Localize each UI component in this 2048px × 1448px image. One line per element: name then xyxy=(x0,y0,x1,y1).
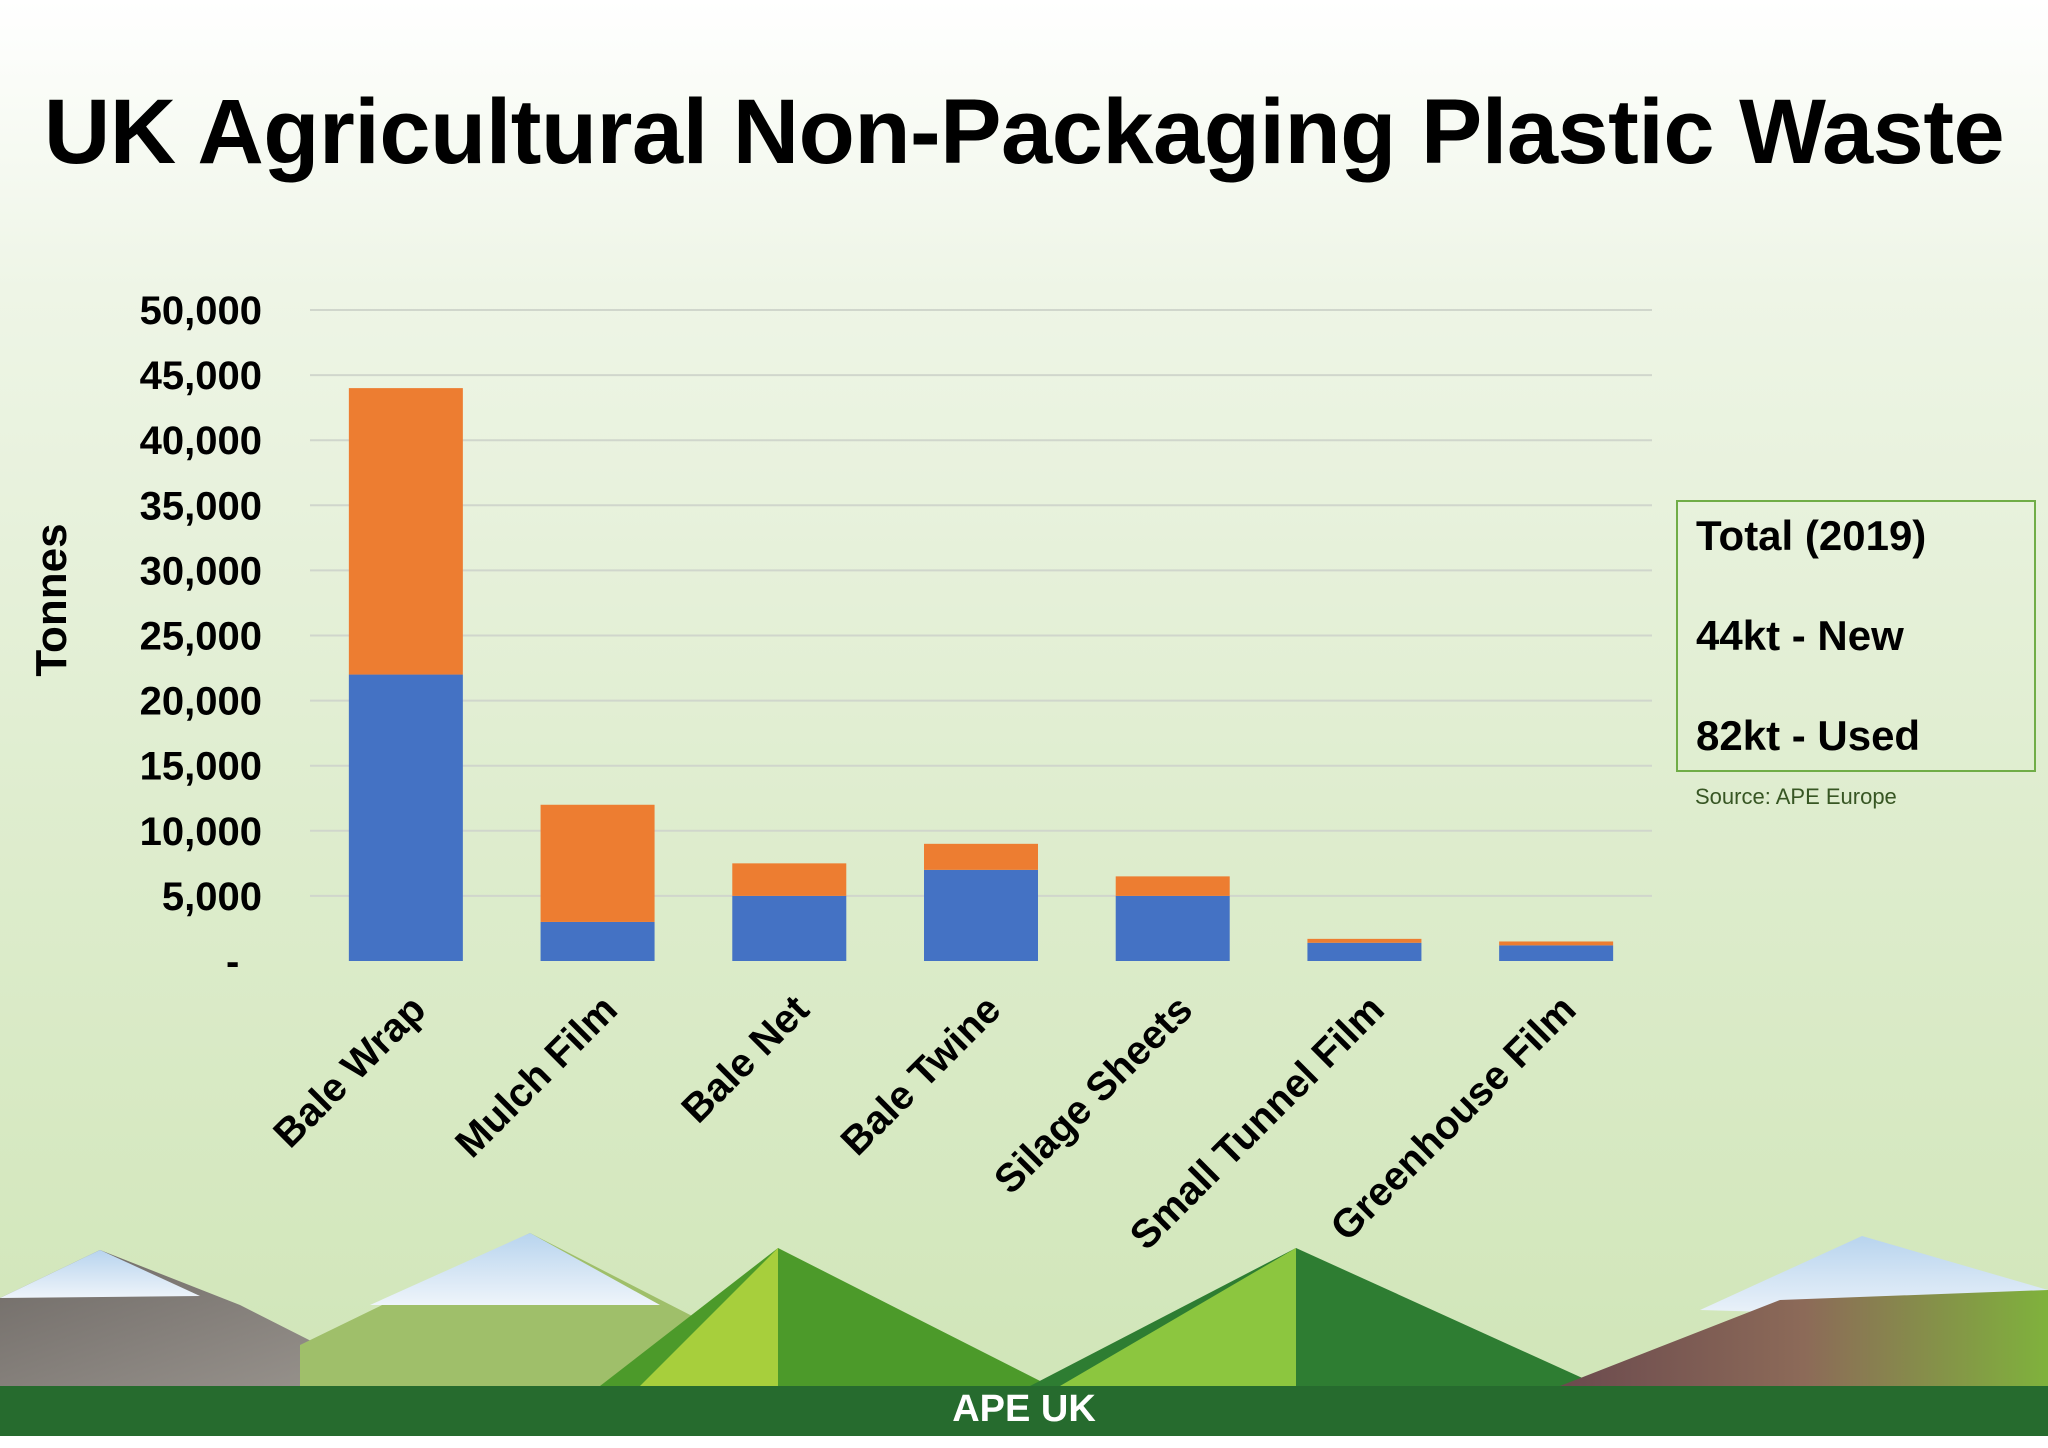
y-tick-label: 15,000 xyxy=(140,745,262,789)
bar-segment-upper xyxy=(348,388,463,675)
y-tick-label: 35,000 xyxy=(140,484,262,528)
bar-segment-lower xyxy=(540,921,655,961)
y-tick-label: 45,000 xyxy=(140,354,262,398)
y-tick-label: 5,000 xyxy=(162,875,262,919)
bar-segment-lower xyxy=(348,674,463,961)
x-category-label: Bale Wrap xyxy=(265,987,434,1156)
footer-brand: APE UK xyxy=(952,1388,1096,1430)
y-axis-ticks: - 5,000 10,000 15,000 20,000 25,000 30,000 35,0… xyxy=(140,289,262,984)
y-tick-label: 20,000 xyxy=(140,680,262,724)
x-category-label: Mulch Film xyxy=(447,987,626,1166)
x-category-label: Silage Sheets xyxy=(986,987,1201,1202)
totals-new: 44kt - New xyxy=(1696,612,1904,659)
polytunnel-sky xyxy=(370,1233,660,1305)
x-category-label: Bale Net xyxy=(673,987,817,1131)
y-tick-label: 30,000 xyxy=(140,549,262,593)
bar-segment-upper xyxy=(732,863,847,896)
bar-segment-upper xyxy=(1499,941,1614,946)
polytunnel-photo xyxy=(300,1233,760,1386)
y-tick-label: 25,000 xyxy=(140,615,262,659)
totals-used: 82kt - Used xyxy=(1696,712,1921,759)
left-photo-sky xyxy=(0,1250,200,1298)
bars xyxy=(348,388,1614,961)
source-note: Source: APE Europe xyxy=(1695,784,1897,809)
x-category-label: Bale Twine xyxy=(833,987,1010,1164)
bar-segment-lower xyxy=(732,895,847,961)
chart-title: UK Agricultural Non-Packaging Plastic Wa… xyxy=(43,81,2005,183)
bar-segment-upper xyxy=(924,843,1038,870)
footer-bar xyxy=(0,1386,2048,1436)
green-peak-right-light xyxy=(1060,1248,1296,1386)
totals-box: Total (2019) 44kt - New 82kt - Used xyxy=(1676,500,2036,772)
x-axis-labels: Bale Wrap Mulch Film Bale Net Bale TwineSil… xyxy=(265,987,1584,1258)
bar-segment-lower xyxy=(1499,945,1614,961)
gridlines xyxy=(310,309,1652,897)
bar-segment-lower xyxy=(1307,942,1422,961)
bar-segment-lower xyxy=(924,869,1038,961)
bottom-strip xyxy=(0,1436,2048,1448)
bar-segment-upper xyxy=(540,804,655,922)
bar-segment-lower xyxy=(1115,895,1230,961)
bar-segment-upper xyxy=(1115,876,1230,896)
y-tick-label: 40,000 xyxy=(140,419,262,463)
right-photo-crops xyxy=(1560,1290,2048,1386)
y-tick-label: 10,000 xyxy=(140,810,262,854)
bar-segment-upper xyxy=(1307,938,1422,943)
y-tick-label: - xyxy=(226,940,239,984)
y-tick-label: 50,000 xyxy=(140,289,262,333)
totals-heading: Total (2019) xyxy=(1696,512,1927,559)
landscape-decoration xyxy=(0,1233,2048,1386)
green-peak-left-light xyxy=(640,1248,778,1386)
